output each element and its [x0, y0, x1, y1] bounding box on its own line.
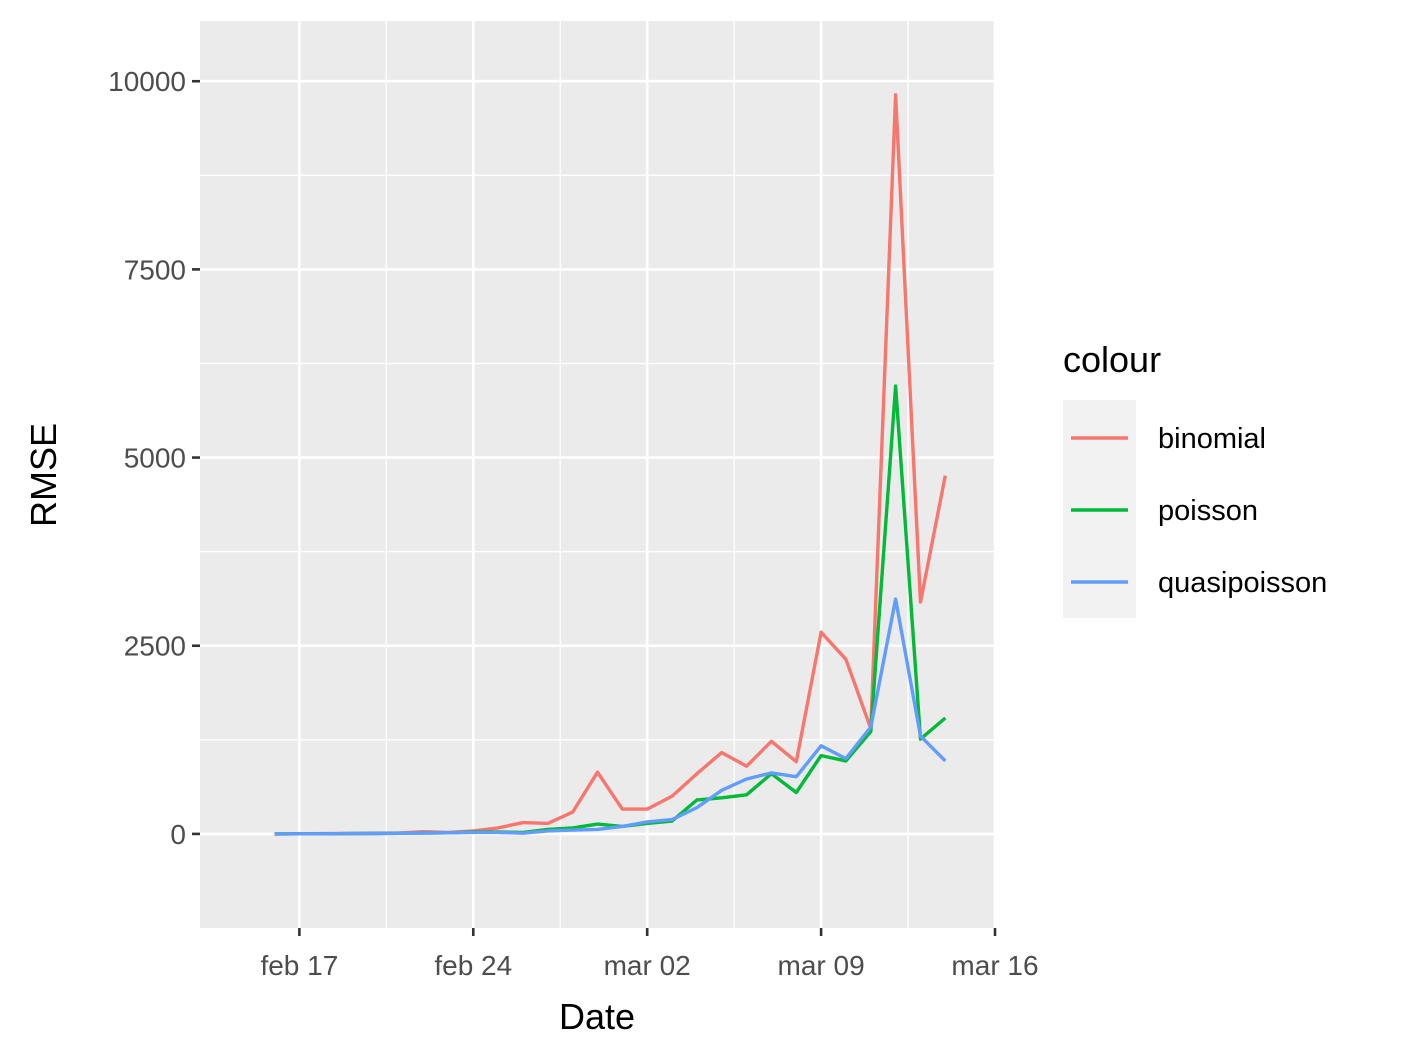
y-tick-label: 2500	[124, 631, 186, 662]
major-gridlines-x	[298, 21, 997, 928]
y-tick-label: 10000	[108, 66, 186, 97]
x-tick-label: mar 16	[951, 950, 1038, 981]
x-tick-label: feb 24	[434, 950, 512, 981]
y-tick-label: 0	[170, 819, 186, 850]
series-lines	[274, 93, 947, 836]
plot-panel	[200, 21, 995, 928]
legend-label-poisson: poisson	[1158, 495, 1258, 527]
y-axis-title: RMSE	[23, 423, 64, 527]
y-tick-label: 7500	[124, 254, 186, 285]
x-tick-label: mar 02	[604, 950, 691, 981]
x-axis-title: Date	[559, 996, 635, 1037]
legend-label-binomial: binomial	[1158, 423, 1266, 455]
legend-label-quasipoisson: quasipoisson	[1158, 567, 1327, 599]
x-tick-label: mar 09	[778, 950, 865, 981]
legend-title: colour	[1063, 339, 1161, 380]
minor-gridlines-x	[385, 21, 909, 928]
series-line-quasipoisson	[274, 597, 947, 836]
x-axis: feb 17 feb 24 mar 02 mar 09 mar 16	[260, 928, 1039, 981]
legend: colour binomial poisson quasipoisson	[1063, 339, 1327, 618]
major-gridlines-y	[200, 79, 995, 836]
x-tick-label: feb 17	[260, 950, 338, 981]
legend-items: binomial poisson quasipoisson	[1071, 423, 1327, 599]
y-axis: 0 2500 5000 7500 10000	[108, 66, 200, 850]
y-tick-label: 5000	[124, 443, 186, 474]
